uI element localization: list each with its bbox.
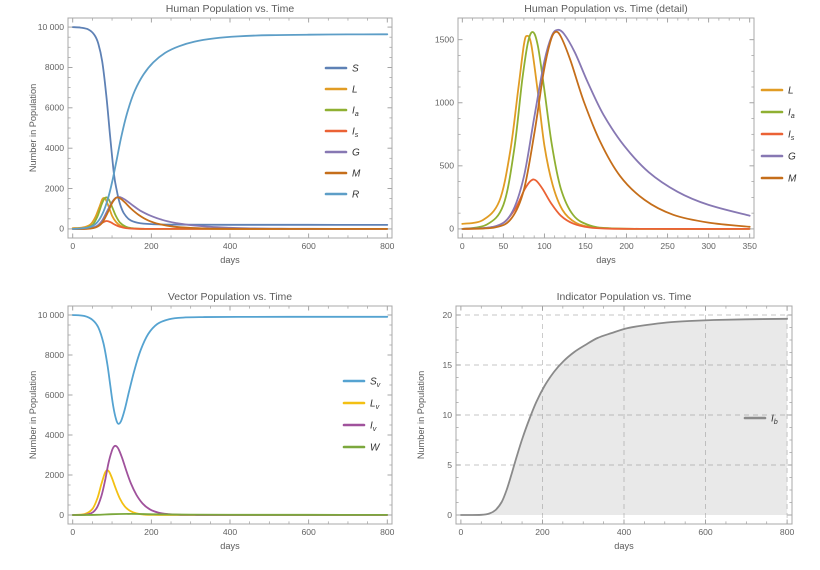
svg-text:R: R <box>352 189 359 200</box>
svg-text:0: 0 <box>70 241 75 251</box>
svg-text:M: M <box>352 168 361 179</box>
svg-text:M: M <box>788 173 797 184</box>
svg-text:2000: 2000 <box>45 183 64 193</box>
svg-text:Ia: Ia <box>352 105 359 118</box>
svg-text:W: W <box>370 442 381 453</box>
svg-text:0: 0 <box>59 510 64 520</box>
svg-text:0: 0 <box>459 527 464 537</box>
svg-text:Number in Population: Number in Population <box>416 371 426 459</box>
svg-text:G: G <box>352 147 360 158</box>
svg-text:600: 600 <box>301 527 316 537</box>
svg-text:250: 250 <box>660 241 675 251</box>
svg-text:Is: Is <box>352 126 359 139</box>
svg-text:days: days <box>614 541 634 551</box>
svg-text:20: 20 <box>442 310 452 320</box>
svg-text:L: L <box>352 84 358 95</box>
svg-text:8000: 8000 <box>45 350 64 360</box>
svg-text:4000: 4000 <box>45 430 64 440</box>
svg-text:0: 0 <box>59 224 64 234</box>
svg-text:Ib: Ib <box>771 413 778 426</box>
chart-panel-human-population-detail: 0 50 100 150 200 250 300 350 0 500 1000 1500 Human P… <box>414 2 814 274</box>
svg-text:0: 0 <box>460 241 465 251</box>
svg-text:L: L <box>788 85 794 96</box>
svg-text:days: days <box>220 255 240 265</box>
svg-text:Human Population vs. Time: Human Population vs. Time <box>166 3 295 15</box>
svg-text:Indicator Population vs. Time: Indicator Population vs. Time <box>557 291 692 303</box>
svg-text:0: 0 <box>449 224 454 234</box>
svg-text:2000: 2000 <box>45 470 64 480</box>
svg-text:800: 800 <box>780 527 795 537</box>
svg-text:Iv: Iv <box>370 420 377 433</box>
svg-text:400: 400 <box>617 527 632 537</box>
svg-text:50: 50 <box>499 241 509 251</box>
indicator-population-chart: 0 200 400 600 800 0 5 10 15 20 Indicator Populatio… <box>416 291 795 551</box>
svg-text:days: days <box>220 541 240 551</box>
svg-text:100: 100 <box>537 241 552 251</box>
chart-panel-indicator-population: 0 200 400 600 800 0 5 10 15 20 Indicator Populatio… <box>414 290 814 566</box>
svg-text:1000: 1000 <box>435 98 454 108</box>
svg-text:6000: 6000 <box>45 103 64 113</box>
svg-text:Number in Population: Number in Population <box>28 84 38 172</box>
svg-text:days: days <box>596 255 616 265</box>
svg-text:400: 400 <box>223 527 238 537</box>
svg-text:200: 200 <box>535 527 550 537</box>
svg-text:200: 200 <box>144 527 159 537</box>
svg-text:0: 0 <box>70 527 75 537</box>
svg-text:Vector Population vs. Time: Vector Population vs. Time <box>168 291 292 303</box>
svg-text:1500: 1500 <box>435 34 454 44</box>
chart-panel-vector-population: 0 200 400 600 800 0 2000 4000 6000 8000 10 000 Vect… <box>6 290 406 566</box>
svg-text:Human Population vs. Time (det: Human Population vs. Time (detail) <box>524 3 687 15</box>
svg-text:Is: Is <box>788 129 795 142</box>
svg-text:400: 400 <box>223 241 238 251</box>
svg-text:800: 800 <box>380 241 395 251</box>
svg-text:500: 500 <box>440 161 455 171</box>
chart-panel-human-population: 0 200 400 600 800 0 2000 4000 6000 8000 10 000 Huma… <box>6 2 406 274</box>
svg-text:15: 15 <box>442 360 452 370</box>
svg-text:G: G <box>788 151 796 162</box>
svg-text:Sv: Sv <box>370 376 381 389</box>
svg-text:600: 600 <box>301 241 316 251</box>
svg-text:4000: 4000 <box>45 143 64 153</box>
svg-text:S: S <box>352 63 359 74</box>
svg-text:150: 150 <box>578 241 593 251</box>
svg-text:Ia: Ia <box>788 107 795 120</box>
svg-text:300: 300 <box>701 241 716 251</box>
svg-text:350: 350 <box>743 241 758 251</box>
svg-text:10 000: 10 000 <box>38 310 65 320</box>
svg-text:10 000: 10 000 <box>38 22 65 32</box>
svg-text:200: 200 <box>144 241 159 251</box>
svg-text:Lv: Lv <box>370 398 380 411</box>
svg-text:10: 10 <box>442 410 452 420</box>
svg-text:6000: 6000 <box>45 390 64 400</box>
svg-text:5: 5 <box>447 460 452 470</box>
human-population-detail-chart: 0 50 100 150 200 250 300 350 0 500 1000 1500 Human P… <box>435 3 797 265</box>
svg-text:800: 800 <box>380 527 395 537</box>
svg-text:600: 600 <box>698 527 713 537</box>
svg-text:200: 200 <box>619 241 634 251</box>
svg-text:Number in Population: Number in Population <box>28 371 38 459</box>
svg-text:8000: 8000 <box>45 62 64 72</box>
svg-text:0: 0 <box>447 510 452 520</box>
